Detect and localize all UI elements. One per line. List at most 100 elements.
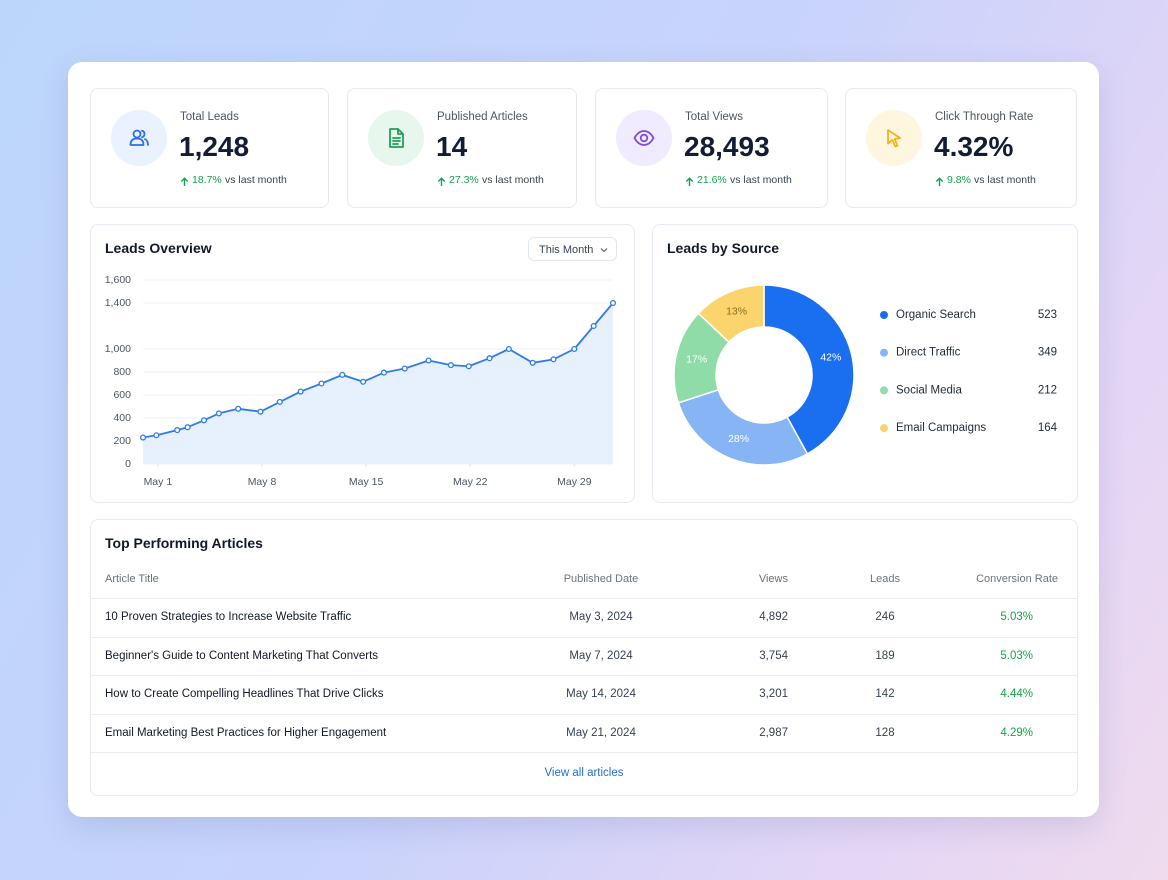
table-cell: 4.44% [1000, 688, 1033, 700]
table-cell: May 14, 2024 [566, 688, 636, 700]
point [200, 417, 208, 424]
kpi-icon [368, 110, 424, 166]
table-cell: 142 [875, 688, 895, 700]
x-tick-label: May 15 [349, 476, 384, 488]
column-header: Conversion Rate [976, 573, 1058, 585]
table-cell: 5.03% [1000, 611, 1033, 623]
slice-label: 13% [726, 305, 747, 317]
kpi-card: Click Through Rate 4.32% 9.8% vs last month [845, 88, 1077, 208]
point [184, 424, 191, 431]
point [505, 345, 512, 353]
point [297, 388, 304, 395]
up-arrow [685, 174, 694, 186]
point [235, 405, 242, 412]
kpi-value: 4.32% [934, 131, 1014, 162]
legend-label: Social Media [896, 384, 962, 396]
donut-slice [697, 284, 765, 344]
legend-dot [880, 386, 888, 395]
table-cell: 246 [875, 611, 895, 623]
point [153, 432, 160, 439]
legend-count: 349 [1038, 347, 1057, 359]
legend-label: Direct Traffic [896, 347, 961, 359]
table-cell: 2,987 [759, 726, 788, 739]
filter-dropdown[interactable]: This Month [528, 237, 617, 261]
articles-panel [90, 519, 1078, 796]
kpi-change: 18.7% [192, 174, 222, 186]
point [139, 434, 147, 441]
y-tick-label: 1,400 [105, 297, 131, 309]
kpi-change: 21.6% [697, 174, 727, 186]
point [360, 378, 367, 385]
column-header: Published Date [563, 573, 639, 585]
y-tick-label: 1,000 [105, 343, 131, 355]
table-cell: 4.29% [1000, 726, 1033, 739]
legend-count: 523 [1038, 309, 1057, 321]
point [571, 345, 578, 353]
point [318, 380, 325, 387]
table-cell: 189 [875, 649, 895, 662]
article-title: Beginner's Guide to Content Marketing Th… [105, 649, 379, 662]
row-divider [91, 598, 1077, 599]
donut-slice [763, 284, 855, 455]
kpi-label: Published Articles [437, 111, 528, 123]
donut-chart: 42% Organic Search 523 28% Direct Traffic 349… [673, 284, 1058, 466]
kpi-label: Total Views [685, 111, 743, 123]
column-header: Leads [870, 573, 900, 585]
area [143, 303, 613, 464]
point [276, 398, 283, 405]
legend-dot [880, 348, 888, 357]
slice-label: 17% [686, 354, 707, 366]
kpi-note: vs last month [974, 174, 1036, 186]
y-tick-label: 400 [113, 412, 131, 424]
kpi-icon [111, 110, 167, 166]
point [425, 357, 432, 364]
legend-count: 212 [1038, 384, 1057, 396]
up-arrow [180, 174, 189, 186]
legend-dot [880, 311, 888, 319]
table-title: Top Performing Articles [105, 535, 263, 551]
kpi-card: Total Views 28,493 21.6% vs last month [595, 88, 828, 208]
y-tick-label: 0 [125, 458, 131, 470]
table-cell: 3,201 [759, 688, 788, 700]
y-tick-label: 600 [113, 389, 131, 401]
kpi-icon [866, 110, 922, 166]
kpi-card: Total Leads 1,248 18.7% vs last month [90, 88, 329, 208]
chevron-icon [600, 248, 608, 253]
up-arrow [935, 174, 944, 186]
table-cell: May 7, 2024 [569, 649, 633, 662]
legend-label: Email Campaigns [896, 422, 986, 434]
point [339, 371, 346, 378]
point [380, 369, 387, 376]
slice-label: 42% [820, 352, 841, 364]
view-all-link[interactable]: View all articles [544, 767, 624, 779]
dropdown-label: This Month [539, 244, 594, 256]
donut-slice [677, 388, 809, 466]
up-arrow [437, 174, 446, 186]
point [215, 410, 222, 417]
slice-label: 28% [728, 433, 749, 445]
point [401, 365, 408, 372]
table-cell: May 3, 2024 [569, 611, 633, 623]
kpi-icon [616, 110, 672, 166]
point [486, 355, 493, 362]
panel-title: Leads Overview [105, 240, 212, 256]
point [529, 359, 536, 366]
column-header: Article Title [105, 573, 159, 585]
line-chart: 0 200 400 600 800 1,000 1,400 1,600 May 1 May 8 Ma… [105, 274, 617, 488]
table-cell: May 21, 2024 [566, 726, 636, 739]
y-tick-label: 200 [113, 435, 131, 447]
kpi-change: 27.3% [449, 174, 479, 186]
row-divider [91, 714, 1077, 715]
article-title: How to Create Compelling Headlines That … [105, 688, 384, 700]
x-tick-label: May 22 [453, 476, 488, 488]
leads-source-panel [652, 224, 1078, 503]
row-divider [91, 637, 1077, 638]
kpi-value: 14 [436, 131, 468, 162]
point [550, 356, 557, 363]
kpi-note: vs last month [482, 174, 544, 186]
y-tick-label: 1,600 [105, 274, 131, 286]
row-divider [91, 675, 1077, 676]
point [609, 299, 617, 307]
kpi-label: Click Through Rate [935, 111, 1034, 123]
